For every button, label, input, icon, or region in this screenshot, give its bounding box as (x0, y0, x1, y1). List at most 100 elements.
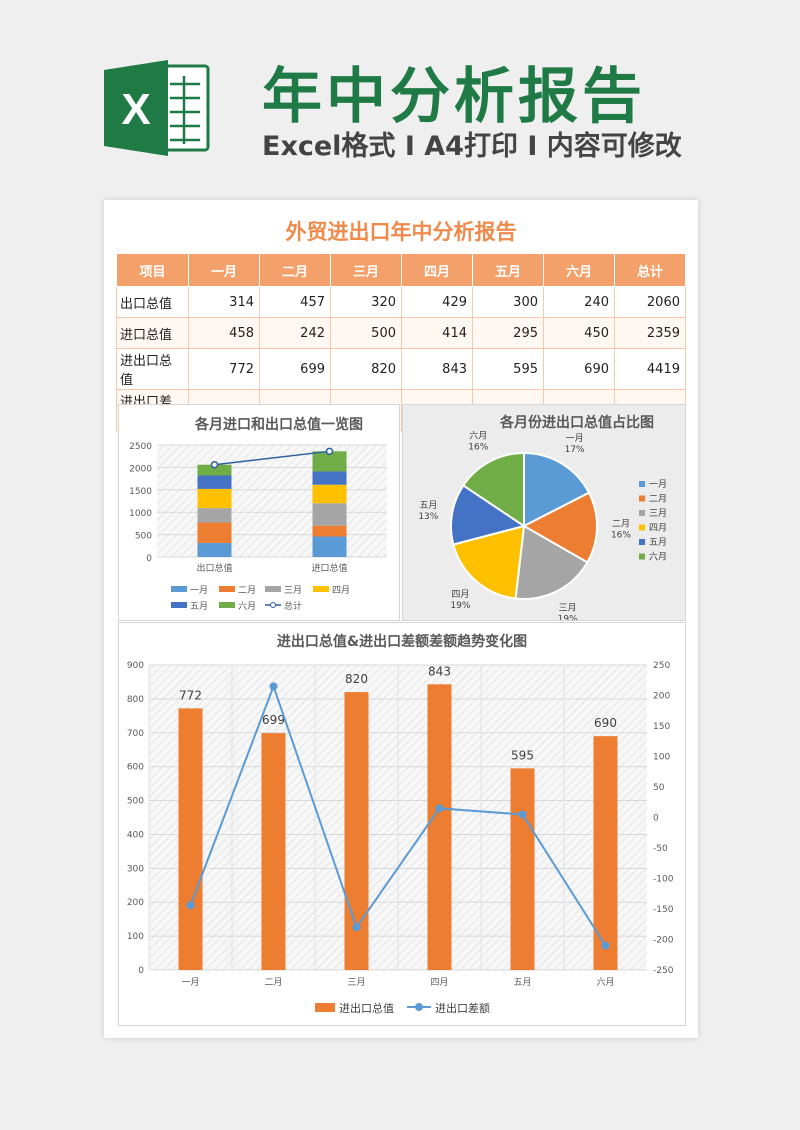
table-cell: 4419 (614, 348, 686, 390)
y-tick-label: 1000 (129, 509, 152, 519)
bar-segment (312, 484, 347, 504)
bar-data-label: 690 (594, 716, 617, 730)
slice-label: 六月 (469, 429, 487, 441)
stacked-chart: 各月进口和出口总值一览图 0 500 1000 1500 2000 2500 出口总值 进口总值… (129, 416, 387, 612)
total-point (210, 460, 219, 469)
table-cell: 458 (188, 317, 260, 349)
bar-data-label: 772 (179, 688, 202, 702)
chart-title: 各月份进出口总值占比图 (499, 414, 654, 431)
x-tick-label: 进口总值 (311, 562, 347, 574)
y-tick-label: 500 (135, 532, 152, 542)
diff-point (352, 923, 361, 932)
legend-label: 二月 (649, 494, 667, 505)
legend-swatch (219, 602, 235, 608)
chart-title: 进出口总值&进出口差额差额趋势变化图 (277, 633, 527, 650)
y-left-tick-label: 0 (138, 966, 144, 976)
legend-label: 四月 (332, 585, 350, 596)
y-tick-label: 1500 (129, 487, 152, 497)
legend-swatch (265, 586, 281, 592)
x-tick-label: 二月 (264, 977, 282, 988)
legend-swatch (171, 602, 187, 608)
bar-segment (197, 522, 232, 543)
table-cell: 820 (330, 348, 402, 390)
table-header-cell: 六月 (543, 253, 615, 287)
y-left-tick-label: 400 (127, 830, 144, 840)
bar-segment (197, 508, 232, 523)
bar-data-label: 699 (262, 713, 285, 727)
legend-swatch (313, 586, 329, 592)
slice-percent: 19% (558, 615, 578, 620)
legend-label: 进出口差额 (435, 1001, 490, 1015)
bar (510, 768, 535, 970)
diff-point (518, 810, 527, 819)
y-right-tick-label: -250 (653, 966, 674, 976)
x-tick-label: 出口总值 (196, 562, 232, 574)
row-label: 进口总值 (116, 317, 189, 349)
pie-slice (523, 451, 591, 528)
bar-segment (312, 451, 347, 472)
table-header-row: 项目 一月 二月 三月 四月 五月 六月 总计 (116, 253, 686, 287)
y-tick-label: 0 (146, 554, 152, 564)
row-label: 进出口总值 (116, 348, 189, 390)
table-cell: 242 (259, 317, 331, 349)
y-right-tick-label: 100 (653, 753, 670, 763)
y-tick-label: 2000 (129, 464, 152, 474)
table-row: 进口总值 458 242 500 414 295 450 2359 (116, 317, 686, 349)
slice-percent: 16% (611, 530, 631, 540)
bar-segment (197, 464, 232, 476)
slice-label: 二月 (612, 518, 630, 529)
table-header-cell: 一月 (188, 253, 260, 287)
table-cell: 300 (472, 286, 544, 318)
table-cell: 240 (543, 286, 615, 318)
legend-swatch (639, 495, 645, 502)
diff-point (269, 682, 278, 691)
table-cell: 450 (543, 317, 615, 349)
pie-slice (452, 524, 526, 600)
pie-chart-panel: 各月份进出口总值占比图 一月 17% 二月 16% 三月 19% 四月 19% 五月 13% 六月 16… (402, 404, 686, 621)
legend-label: 六月 (238, 600, 256, 612)
legend-label: 一月 (190, 585, 208, 596)
diff-point (186, 901, 195, 910)
table-header-cell: 三月 (330, 253, 402, 287)
bar (178, 708, 203, 970)
table-cell: 843 (401, 348, 473, 390)
x-tick-label: 五月 (513, 977, 531, 988)
legend-label: 五月 (190, 601, 208, 612)
table-cell: 314 (188, 286, 260, 318)
combo-chart-panel: 进出口总值&进出口差额差额趋势变化图 0 100 200 300 400 500 600 700… (118, 622, 686, 1026)
y-left-tick-label: 300 (127, 864, 144, 874)
pie-slice (450, 484, 527, 546)
bar-segment (312, 536, 347, 557)
legend-swatch (171, 586, 187, 592)
y-right-tick-label: 0 (653, 814, 659, 824)
y-left-tick-label: 100 (127, 932, 144, 942)
table-cell: 699 (259, 348, 331, 390)
table-header-cell: 总计 (614, 253, 686, 287)
diff-line (189, 683, 607, 947)
legend-label: 一月 (649, 479, 667, 490)
legend-swatch (415, 1003, 423, 1011)
row-label: 出口总值 (116, 286, 189, 318)
y-left-tick-label: 900 (127, 661, 144, 671)
bar-segment (312, 471, 347, 485)
total-point (325, 447, 334, 456)
bar-segment (312, 525, 347, 537)
pie-chart: 各月份进出口总值占比图一月17%二月16%三月19%四月19%五月13%六月16… (418, 414, 667, 620)
table-cell: 772 (188, 348, 260, 390)
legend-swatch (639, 481, 645, 487)
y-right-tick-label: -200 (653, 936, 674, 946)
excel-logo: X (104, 60, 210, 156)
table-header-cell: 四月 (401, 253, 473, 287)
legend-swatch (639, 524, 645, 531)
bar-data-label: 595 (511, 748, 534, 762)
bar-segment (197, 488, 232, 509)
page-header: X 年中分析报告 Excel格式 I A4打印 I 内容可修改 (0, 0, 800, 195)
slice-label: 一月 (566, 433, 584, 444)
stacked-chart-panel: 各月进口和出口总值一览图 0 500 1000 1500 2000 2500 出口总值 进口总值… (118, 404, 400, 621)
bar-data-label: 820 (345, 672, 368, 686)
diff-point (601, 941, 610, 950)
excel-logo-letter: X (121, 85, 150, 134)
table-cell: 429 (401, 286, 473, 318)
legend-label: 二月 (238, 585, 256, 596)
y-left-tick-label: 800 (127, 695, 144, 705)
